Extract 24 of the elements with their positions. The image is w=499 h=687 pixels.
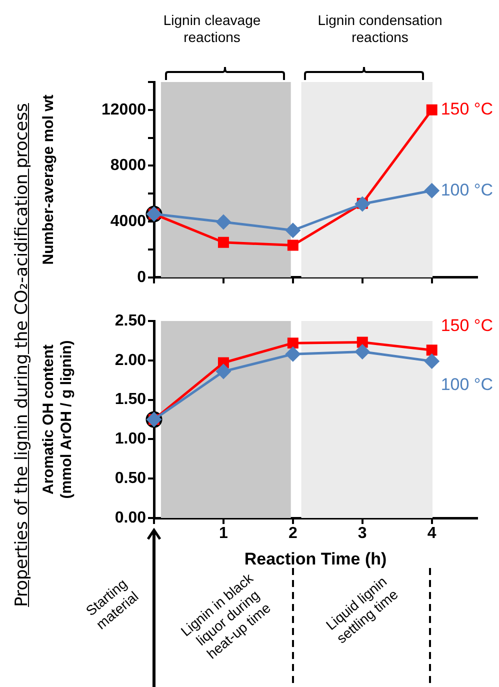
y-tick-label: 0.00 xyxy=(114,509,146,526)
y-tick-label: 1.00 xyxy=(114,430,146,448)
x-tick-label: 1 xyxy=(219,525,228,542)
text: Properties of the lignin during the CO₂-acidification process xyxy=(12,102,32,609)
y-axis-title: Aromatic OH content (mmol ArOH / g lignin) xyxy=(40,340,76,499)
y-tick-label: 2.50 xyxy=(114,312,146,330)
text: Lignin condensation reactions xyxy=(316,12,444,46)
y-tick-label: 0.50 xyxy=(114,470,146,488)
y-tick-label: 1.50 xyxy=(114,391,146,408)
y-axis-title: Number-average mol wt xyxy=(40,94,58,265)
x-axis-title: Reaction Time (h) xyxy=(244,549,387,568)
series-label: 150 °C xyxy=(440,100,494,119)
y-tick-label: 8000 xyxy=(110,157,146,174)
y-tick-label: 0 xyxy=(137,268,146,286)
y-tick-label: 2.00 xyxy=(114,352,146,369)
y-tick-label: 12000 xyxy=(102,101,146,118)
series-label: 100 °C xyxy=(440,180,494,200)
x-tick-label: 2 xyxy=(288,525,298,542)
x-tick-label: 4 xyxy=(427,525,436,542)
y-tick-label: 4000 xyxy=(110,212,146,230)
text: Lignin cleavage reactions xyxy=(162,12,262,46)
x-tick-label: 3 xyxy=(358,525,367,542)
series-label: 100 °C xyxy=(440,374,494,394)
series-label: 150 °C xyxy=(440,316,494,335)
